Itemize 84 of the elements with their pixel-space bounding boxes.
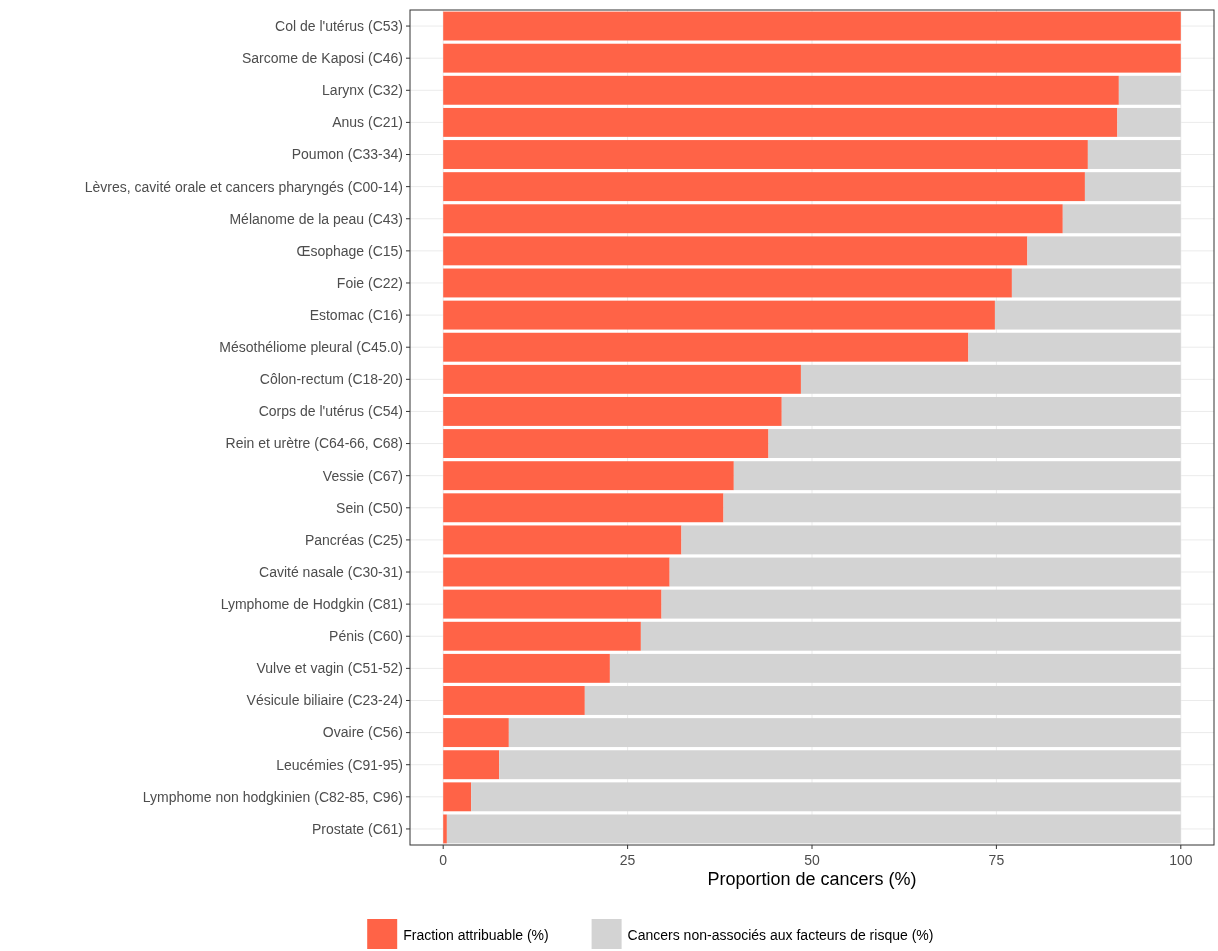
bar — [443, 172, 1085, 202]
bar — [443, 429, 769, 459]
y-tick-label: Foie (C22) — [336, 274, 403, 291]
bar — [443, 782, 472, 812]
bar — [443, 686, 585, 715]
bar — [640, 621, 1181, 651]
y-tick-label: Côlon-rectum (C18-20) — [259, 371, 403, 388]
y-tick-label: Mésothéliome pleural (C45.0) — [219, 339, 403, 356]
bar — [443, 718, 509, 748]
bar — [1027, 236, 1181, 266]
bar — [443, 364, 801, 394]
bar — [968, 332, 1181, 362]
bar — [733, 461, 1181, 491]
bar — [508, 718, 1181, 748]
x-axis-title: Proportion de cancers (%) — [707, 869, 917, 889]
y-tick-label: Sarcome de Kaposi (C46) — [241, 50, 403, 67]
bar — [443, 461, 734, 491]
y-tick-label: Corps de l'utérus (C54) — [258, 403, 403, 420]
bar — [443, 814, 447, 844]
bar — [443, 557, 670, 587]
y-tick-label: Vulve et vagin (C51-52) — [256, 660, 403, 677]
bar — [443, 396, 782, 426]
bar — [443, 750, 500, 780]
y-tick-label: Lèvres, cavité orale et cancers pharyngés (C00-14) — [84, 178, 403, 195]
bar — [443, 589, 662, 619]
bar — [443, 268, 1012, 298]
bar — [1011, 268, 1181, 298]
bar — [800, 364, 1181, 394]
bar — [443, 525, 682, 555]
bar — [768, 429, 1181, 459]
y-tick-label: Prostate (C61) — [311, 820, 403, 837]
bar — [499, 750, 1181, 780]
y-tick-label: Œsophage (C15) — [296, 242, 403, 259]
y-tick-label: Vésicule biliaire (C23-24) — [246, 692, 403, 709]
y-tick-label: Mélanome de la peau (C43) — [229, 210, 403, 227]
bar — [443, 204, 1063, 234]
bar — [661, 589, 1181, 619]
bar — [443, 493, 724, 523]
y-tick-label: Larynx (C32) — [322, 82, 403, 99]
bar — [1117, 107, 1181, 137]
bar — [994, 300, 1181, 330]
x-tick-label: 25 — [619, 852, 636, 868]
bar — [443, 75, 1119, 105]
bar — [443, 332, 969, 362]
y-tick-label: Lymphome non hodgkinien (C82-85, C96) — [142, 788, 403, 805]
bar — [1084, 172, 1181, 202]
bar — [609, 653, 1181, 683]
legend-label: Fraction attribuable (%) — [403, 926, 549, 943]
y-tick-label: Cavité nasale (C30-31) — [259, 563, 403, 580]
y-tick-label: Lymphome de Hodgkin (C81) — [220, 596, 403, 613]
bar — [1062, 204, 1181, 234]
y-tick-label: Anus (C21) — [332, 114, 403, 131]
bar — [443, 300, 995, 330]
bar — [443, 140, 1088, 169]
bar — [443, 236, 1028, 266]
y-tick-label: Pancréas (C25) — [304, 531, 403, 548]
bar — [781, 396, 1181, 426]
bar — [669, 557, 1181, 587]
bar — [443, 621, 641, 651]
x-tick-label: 50 — [804, 852, 820, 868]
x-tick-label: 75 — [988, 852, 1005, 868]
x-tick-label: 100 — [1169, 852, 1193, 868]
bar — [443, 43, 1181, 73]
y-tick-label: Leucémies (C91-95) — [276, 756, 403, 773]
y-tick-label: Col de l'utérus (C53) — [275, 17, 403, 34]
bar — [584, 686, 1181, 715]
y-tick-label: Poumon (C33-34) — [291, 146, 403, 163]
y-tick-label: Ovaire (C56) — [322, 724, 403, 741]
bar — [443, 11, 1181, 41]
y-tick-label: Estomac (C16) — [309, 307, 403, 323]
bar — [1118, 75, 1181, 105]
x-tick-label: 0 — [439, 852, 448, 868]
y-tick-label: Vessie (C67) — [322, 467, 403, 484]
bar — [443, 653, 610, 683]
y-tick-label: Rein et urètre (C64-66, C68) — [225, 435, 403, 452]
bar — [723, 493, 1181, 523]
bar — [446, 814, 1181, 844]
y-tick-label: Pénis (C60) — [329, 628, 403, 645]
bar — [443, 107, 1118, 137]
bar — [471, 782, 1181, 812]
legend-label: Cancers non-associés aux facteurs de risque (%) — [627, 926, 934, 943]
bar — [1087, 140, 1181, 169]
y-tick-label: Sein (C50) — [336, 499, 403, 516]
bar — [681, 525, 1181, 555]
